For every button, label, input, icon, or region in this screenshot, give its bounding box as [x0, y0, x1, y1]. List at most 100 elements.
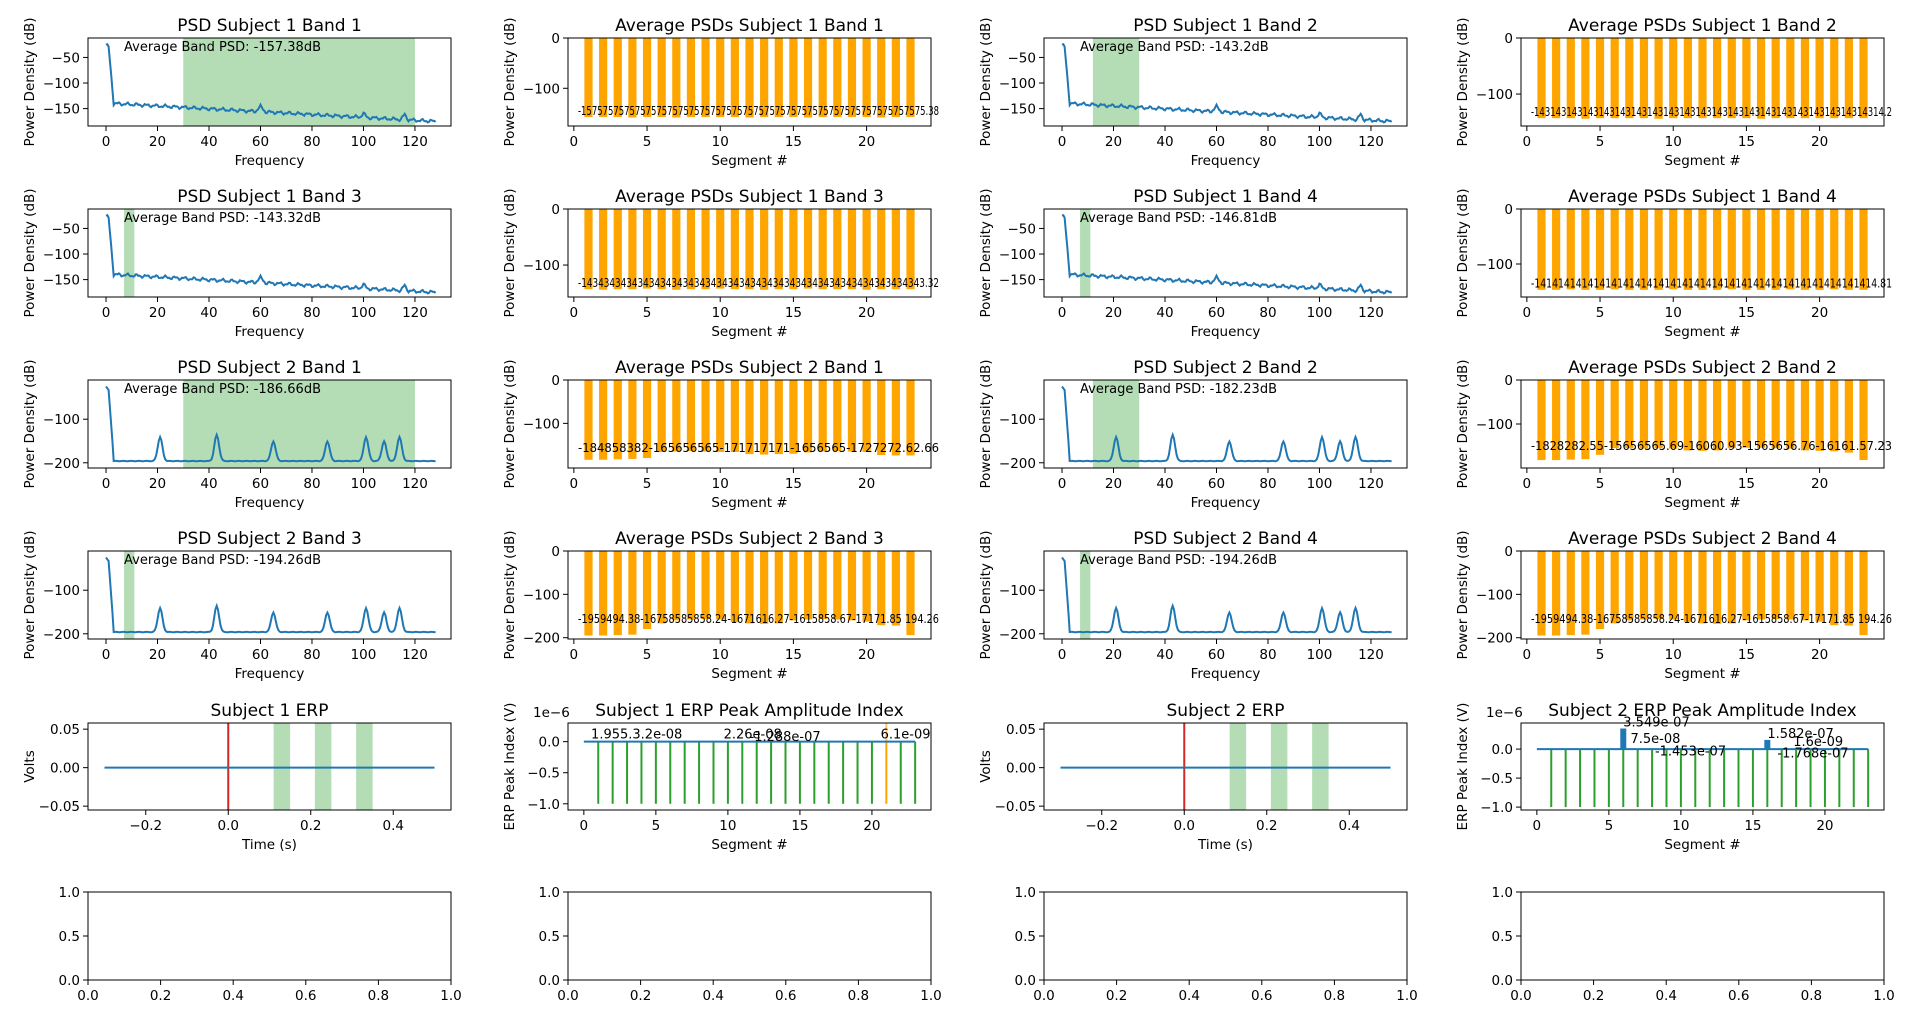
bar-segment-10	[716, 551, 725, 620]
bar-segment-8	[1639, 380, 1649, 449]
x-tick-label: 20	[149, 476, 166, 492]
x-tick-label: 60	[252, 134, 269, 150]
subplot-title: PSD Subject 1 Band 4	[1133, 187, 1318, 207]
y-tick-label: 0	[1504, 544, 1513, 560]
subplot-title: Average PSDs Subject 1 Band 2	[1568, 16, 1837, 36]
bar-segment-1	[584, 209, 593, 290]
bar-segment-22	[1844, 38, 1853, 119]
subplot-title: Subject 2 ERP Peak Amplitude Index	[1548, 701, 1856, 721]
psd-line	[1061, 42, 1393, 124]
bar-value-labels: -141414141414141414141414141414141414141…	[1531, 276, 1892, 291]
subplot-title: Average PSDs Subject 1 Band 3	[615, 187, 884, 207]
bar-segment-7	[672, 380, 681, 452]
bar-segment-19	[847, 551, 857, 621]
bar-segment-1	[1537, 209, 1546, 290]
x-tick-label: 100	[1307, 134, 1333, 150]
x-tick-label: 20	[149, 305, 166, 321]
bar-segment-6	[1610, 551, 1619, 624]
bar-segment-20	[862, 551, 871, 622]
bar-segment-16	[1756, 209, 1766, 290]
x-tick-label: 60	[252, 305, 269, 321]
x-tick-label: 5	[1596, 476, 1605, 492]
bar-segment-2	[599, 380, 608, 460]
axes-frame	[1520, 550, 1885, 640]
subplot-title: PSD Subject 1 Band 1	[177, 16, 362, 36]
bar-segment-16	[1756, 551, 1766, 620]
x-tick-label: 80	[1259, 647, 1276, 663]
x-tick-label: 20	[858, 647, 875, 663]
bar-segment-4	[1581, 551, 1590, 635]
subplot-erp-s2: −0.2 0.0 0.2 0.4 0.05 0.00 −0.05 Subject 2 ERP T…	[978, 701, 1408, 853]
bar-segment-6	[657, 209, 666, 290]
bar-segment-12	[745, 380, 754, 455]
bar-segment-6	[1610, 38, 1619, 119]
bar-segment-3	[613, 209, 622, 290]
x-tick-label: 120	[1358, 476, 1384, 492]
plot-area	[1537, 380, 1868, 461]
y-offset-text: 1e−6	[1486, 705, 1523, 721]
subplot-empty-3: 0.0 0.2 0.4 0.6 0.8 1.0 0.0 0.5 1.0	[1015, 885, 1418, 1004]
x-axis-label: Segment #	[1664, 153, 1740, 169]
bar-segment-2	[1552, 551, 1561, 636]
bar-value-labels: -184858382-165656565-171717171-1656565-1…	[578, 440, 939, 455]
subplot-title: Average PSDs Subject 2 Band 4	[1568, 529, 1837, 549]
x-tick-label: 0.6	[1251, 988, 1272, 1004]
subplot-title: Average PSDs Subject 2 Band 2	[1568, 358, 1837, 378]
y-tick-label: 0.0	[539, 735, 560, 751]
bar-segment-3	[1566, 209, 1575, 290]
bar-segment-21	[1830, 380, 1839, 452]
y-tick-label: 0	[551, 202, 560, 218]
x-tick-label: 0	[1523, 134, 1532, 150]
y-tick-label: −100	[999, 412, 1036, 428]
bar-segment-1	[584, 380, 593, 460]
bar-segment-22	[1844, 380, 1853, 453]
y-tick-label: −100	[1476, 87, 1513, 103]
bar-segment-12	[1698, 380, 1707, 451]
subplot-empty-2: 0.0 0.2 0.4 0.6 0.8 1.0 0.0 0.5 1.0	[539, 885, 942, 1004]
bar-segment-18	[1786, 38, 1795, 119]
bar-segment-8	[1639, 551, 1649, 620]
x-tick-label: 60	[1208, 647, 1225, 663]
axes-frame	[87, 379, 452, 469]
bar-segment-14	[774, 38, 783, 117]
subplot-avg-s1-b4: -141414141414141414141414141414141414141…	[1455, 187, 1892, 340]
y-tick-label: 0	[1504, 373, 1513, 389]
x-tick-label: 0.8	[848, 988, 869, 1004]
psd-line	[1061, 385, 1392, 463]
peak-label-6: -1.768e-07	[1777, 746, 1848, 761]
y-tick-label: −0.5	[527, 766, 560, 782]
x-tick-label: 5	[643, 134, 652, 150]
x-tick-label: 0.4	[702, 988, 723, 1004]
x-tick-label: 100	[351, 134, 377, 150]
bar-segment-11	[1683, 380, 1692, 451]
y-axis-label: Power Density (dB)	[502, 188, 518, 317]
bar-segment-21	[1830, 209, 1839, 290]
x-axis-label: Segment #	[711, 495, 787, 511]
x-tick-label: 40	[200, 647, 217, 663]
peak-label-2: 2.26e-08	[724, 727, 782, 742]
plot-area	[1537, 551, 1868, 636]
y-tick-label: −50	[1008, 221, 1037, 237]
x-tick-label: 0	[102, 134, 111, 150]
bar-segment-18	[1786, 551, 1795, 620]
bar-segment-18	[833, 38, 842, 117]
y-tick-label: −0.05	[995, 799, 1036, 815]
subplot-psd-s1-b2: Average Band PSD: -143.2dB 0 20 40 60 80 100 12…	[978, 16, 1408, 169]
subplot-avg-s1-b1: -157575757575757575757575757575757575757…	[502, 16, 939, 169]
bar-segment-16	[803, 551, 813, 620]
x-tick-label: 40	[1156, 134, 1173, 150]
x-axis-label: Frequency	[1191, 495, 1261, 511]
bar-segment-5	[642, 380, 652, 459]
bar-segment-14	[774, 551, 783, 624]
x-tick-label: 0	[580, 818, 589, 834]
y-tick-label: −50	[52, 221, 81, 237]
plot-area	[1061, 380, 1392, 468]
erp-window-2	[314, 723, 332, 810]
x-axis-label: Frequency	[1191, 324, 1261, 340]
y-tick-label: −1.0	[527, 797, 560, 813]
x-tick-label: 60	[1208, 476, 1225, 492]
psd-line	[105, 556, 436, 634]
bar-segment-11	[1683, 551, 1692, 623]
bar-segment-12	[1698, 209, 1707, 290]
bar-segment-6	[657, 551, 666, 624]
